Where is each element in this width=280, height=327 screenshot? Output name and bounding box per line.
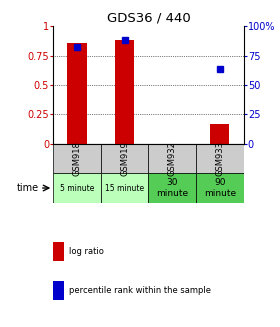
Bar bbox=[196, 144, 244, 173]
Text: GSM933: GSM933 bbox=[215, 141, 224, 176]
Text: 30
minute: 30 minute bbox=[156, 178, 188, 198]
Text: 5 minute: 5 minute bbox=[60, 183, 94, 193]
Text: GSM918: GSM918 bbox=[73, 141, 81, 176]
Text: 15 minute: 15 minute bbox=[105, 183, 144, 193]
Bar bbox=[210, 124, 229, 144]
Title: GDS36 / 440: GDS36 / 440 bbox=[106, 12, 190, 25]
Bar bbox=[101, 173, 148, 203]
Bar bbox=[115, 40, 134, 144]
Bar bbox=[196, 173, 244, 203]
Text: time: time bbox=[17, 183, 39, 193]
Bar bbox=[148, 173, 196, 203]
Bar bbox=[53, 173, 101, 203]
Bar bbox=[53, 242, 64, 261]
Bar bbox=[148, 144, 196, 173]
Bar bbox=[53, 144, 101, 173]
Text: GSM919: GSM919 bbox=[120, 141, 129, 176]
Text: log ratio: log ratio bbox=[69, 247, 104, 256]
Bar bbox=[101, 144, 148, 173]
Text: 90
minute: 90 minute bbox=[204, 178, 236, 198]
Bar bbox=[67, 43, 87, 144]
Text: percentile rank within the sample: percentile rank within the sample bbox=[69, 286, 211, 295]
Text: GSM932: GSM932 bbox=[168, 141, 177, 176]
Bar bbox=[53, 281, 64, 300]
